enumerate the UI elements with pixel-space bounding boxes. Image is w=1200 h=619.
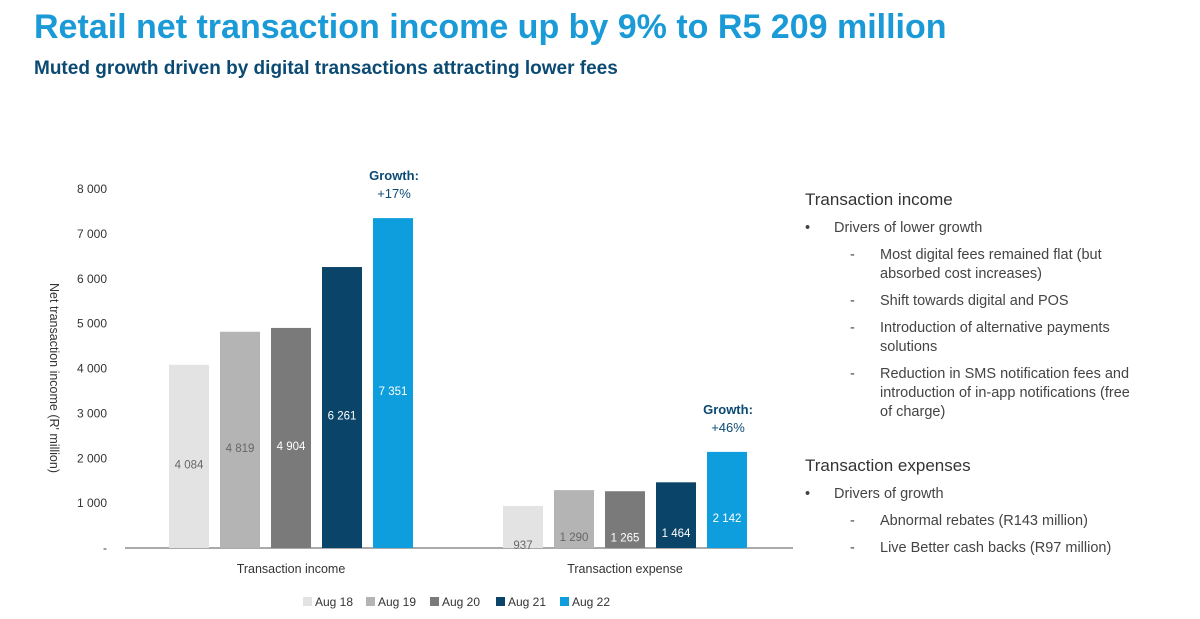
y-tick-label: 3 000 [77,406,107,420]
growth-annotation-label: Growth: [369,168,419,183]
income-bullet: • Drivers of lower growth [805,220,982,236]
bar [554,490,594,548]
bar-value-label: 937 [513,540,532,552]
y-axis-label: Net transaction income (R' million) [47,283,61,473]
y-tick-label: 5 000 [77,317,107,331]
income-heading: Transaction income [805,190,953,209]
legend-label: Aug 22 [572,595,610,609]
dash-marker: - [850,320,855,336]
legend-swatch [560,597,569,606]
bar [707,451,747,548]
x-category-label: Transaction income [237,562,346,576]
dash-marker: - [850,293,855,309]
bar-chart: - 1 000 2 000 3 000 4 000 5 000 6 000 7 000 8 00… [47,168,793,609]
bar [656,482,696,548]
bar [169,364,209,548]
legend-label: Aug 19 [378,595,416,609]
dash-marker: - [850,540,855,556]
dash-marker: - [850,366,855,382]
income-item-text: Introduction of alternative payments sol… [880,320,1110,355]
bullet-dot: • [805,486,811,502]
dash-marker: - [850,513,855,529]
bar-value-label: 1 290 [560,532,589,544]
legend-label: Aug 20 [442,595,480,609]
expenses-heading: Transaction expenses [805,456,971,475]
y-tick-label: 4 000 [77,362,107,376]
legend-label: Aug 21 [508,595,546,609]
bar-value-label: 4 904 [277,441,306,453]
bar-value-label: 2 142 [713,513,742,525]
bar [373,218,413,548]
expenses-bullet: • Drivers of growth [805,486,944,502]
page-title: Retail net transaction income up by 9% t… [34,8,947,46]
expenses-item-text: Abnormal rebates (R143 million) [880,513,1088,529]
growth-annotation-label: Growth: [703,402,753,417]
expenses-bullet-text: Drivers of growth [834,486,944,502]
bar-value-label: 1 265 [611,533,640,545]
legend-label: Aug 18 [315,595,353,609]
bar-value-label: 1 464 [662,528,691,540]
y-tick-label: 6 000 [77,272,107,286]
income-item-text: Shift towards digital and POS [880,293,1069,309]
y-tick-label: 2 000 [77,451,107,465]
y-tick-label: - [103,541,107,555]
income-item-text: Most digital fees remained flat (but abs… [880,247,1102,282]
bar [503,505,543,548]
legend-swatch [366,597,375,606]
bar-value-label: 6 261 [328,411,357,423]
legend-swatch [496,597,505,606]
y-tick-label: 7 000 [77,227,107,241]
bar [605,491,645,548]
x-category-label: Transaction expense [567,562,683,576]
income-item-text: Reduction in SMS notification fees and i… [880,366,1130,420]
bar-value-label: 4 819 [226,443,255,455]
bar [322,267,362,548]
income-bullet-text: Drivers of lower growth [834,220,983,236]
bar-value-label: 7 351 [379,386,408,398]
growth-annotation-value: +46% [711,420,745,435]
expenses-item-text: Live Better cash backs (R97 million) [880,540,1112,556]
bar [220,331,260,548]
bullet-dot: • [805,220,811,236]
bar [271,327,311,548]
bar-value-label: 4 084 [175,459,204,471]
y-tick-label: 8 000 [77,182,107,196]
legend-swatch [430,597,439,606]
dash-marker: - [850,247,855,263]
growth-annotation-value: +17% [377,186,411,201]
y-tick-label: 1 000 [77,496,107,510]
page-subtitle: Muted growth driven by digital transacti… [34,58,618,79]
legend-swatch [303,597,312,606]
